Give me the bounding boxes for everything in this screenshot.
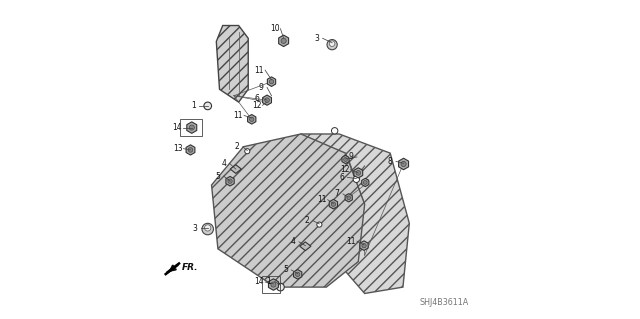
Text: 4: 4 (221, 159, 226, 168)
Polygon shape (362, 178, 369, 187)
Polygon shape (300, 242, 311, 251)
Circle shape (188, 148, 193, 152)
Polygon shape (275, 134, 410, 293)
Circle shape (344, 158, 348, 161)
Circle shape (332, 202, 335, 206)
Circle shape (362, 243, 366, 248)
Circle shape (271, 282, 276, 287)
Polygon shape (216, 26, 248, 102)
Polygon shape (329, 199, 337, 209)
Text: 14: 14 (172, 123, 182, 132)
Circle shape (202, 223, 214, 235)
Text: 1: 1 (267, 277, 271, 286)
Text: 11: 11 (346, 237, 356, 246)
Circle shape (244, 149, 250, 154)
Polygon shape (360, 241, 368, 250)
Circle shape (330, 41, 335, 47)
Text: 2: 2 (235, 142, 239, 151)
Circle shape (347, 196, 351, 200)
Text: 2: 2 (305, 216, 310, 225)
Text: 6: 6 (339, 173, 344, 182)
Polygon shape (187, 122, 196, 133)
Text: 10: 10 (270, 24, 280, 33)
Polygon shape (294, 270, 302, 279)
Text: 13: 13 (173, 144, 182, 153)
Polygon shape (186, 145, 195, 155)
Polygon shape (399, 158, 408, 170)
Text: SHJ4B3611A: SHJ4B3611A (419, 298, 468, 307)
Text: 5: 5 (216, 172, 220, 181)
Polygon shape (230, 165, 241, 174)
Circle shape (204, 102, 212, 110)
Polygon shape (342, 155, 349, 164)
Bar (180, 119, 202, 136)
Circle shape (327, 40, 337, 50)
Circle shape (250, 117, 254, 122)
Circle shape (364, 181, 367, 184)
Text: 12: 12 (252, 101, 262, 110)
Text: 14: 14 (255, 278, 264, 286)
Polygon shape (278, 35, 289, 47)
Circle shape (356, 171, 360, 175)
Text: 3: 3 (314, 34, 319, 43)
Polygon shape (354, 168, 363, 178)
Text: 8: 8 (388, 157, 392, 166)
Circle shape (281, 38, 286, 43)
Text: 7: 7 (335, 189, 340, 198)
Text: 6: 6 (255, 94, 259, 103)
Circle shape (269, 79, 274, 84)
Text: 11: 11 (317, 195, 326, 204)
Polygon shape (268, 279, 278, 290)
Text: 9: 9 (259, 83, 264, 92)
Text: 11: 11 (234, 111, 243, 120)
Polygon shape (268, 77, 276, 86)
Text: 5: 5 (283, 265, 288, 274)
Circle shape (296, 272, 300, 277)
Text: FR.: FR. (182, 263, 198, 272)
Polygon shape (262, 95, 271, 105)
Polygon shape (248, 115, 256, 124)
Circle shape (205, 225, 211, 231)
Polygon shape (226, 176, 234, 186)
Circle shape (317, 222, 322, 227)
Text: 11: 11 (255, 66, 264, 75)
Bar (262, 276, 280, 293)
Polygon shape (212, 134, 365, 287)
Text: 1: 1 (191, 101, 196, 110)
Circle shape (228, 179, 232, 183)
Text: 4: 4 (291, 237, 296, 246)
Circle shape (332, 128, 338, 134)
Polygon shape (345, 194, 352, 202)
Text: 3: 3 (193, 224, 197, 233)
Text: 9: 9 (349, 152, 354, 161)
Circle shape (189, 125, 195, 130)
Circle shape (265, 98, 269, 102)
Circle shape (401, 161, 406, 167)
Text: 12: 12 (340, 165, 349, 174)
Circle shape (353, 176, 360, 182)
Circle shape (276, 283, 284, 291)
